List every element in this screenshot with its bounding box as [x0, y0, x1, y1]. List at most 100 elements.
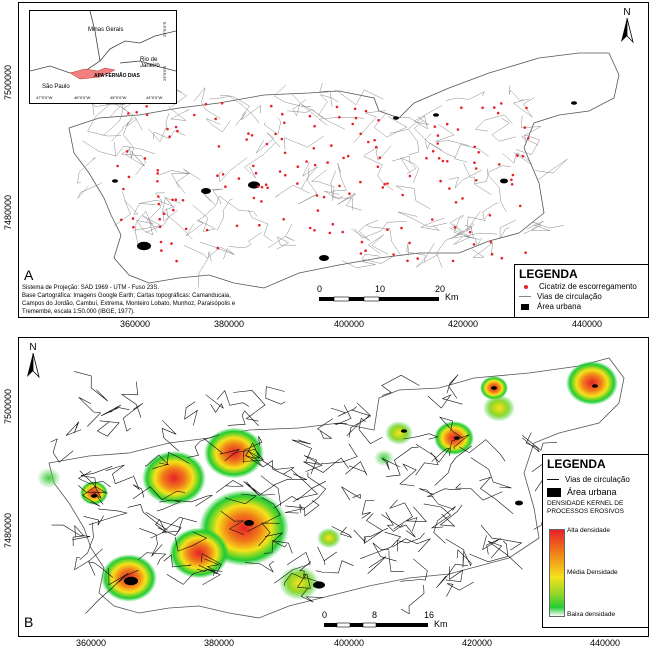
road-segment [235, 104, 262, 126]
road-segment [363, 145, 392, 161]
road-segment [242, 436, 263, 464]
scar-point [216, 246, 220, 250]
inset-label-sp: São Paulo [42, 84, 70, 90]
road-segment [51, 524, 91, 540]
legend-item-urban: Área urbana [547, 487, 647, 497]
note-line: Base Cartográfica: Imagens Google Earth;… [22, 293, 231, 299]
road-segment [216, 480, 245, 493]
urban-area [137, 241, 151, 251]
scar-point [235, 224, 239, 228]
north-arrow-b: N [23, 342, 43, 382]
road-segment [194, 87, 221, 120]
road-segment [88, 508, 128, 526]
road-segment [389, 129, 420, 155]
road-segment [259, 484, 282, 507]
scar-point [488, 214, 492, 217]
scar-point [477, 151, 481, 154]
road-segment [124, 200, 156, 215]
road-segment [271, 540, 293, 554]
urban-area [571, 101, 577, 105]
scar-point [175, 259, 178, 263]
road-segment [220, 510, 245, 535]
kernel-density-blob [37, 467, 61, 489]
road-segment [296, 573, 311, 589]
road-segment [285, 500, 320, 517]
scar-point [346, 154, 350, 158]
scar-point [220, 102, 224, 105]
scar-point [341, 230, 345, 234]
road-segment [88, 561, 114, 578]
road-segment [298, 167, 318, 205]
scar-point [281, 112, 284, 116]
scar-point [364, 249, 367, 252]
road-segment [520, 115, 541, 146]
scar-point [360, 240, 364, 244]
road-segment [80, 466, 113, 489]
scar-point [132, 225, 135, 229]
road-segment [345, 461, 368, 476]
scar-point [158, 225, 162, 229]
road-segment [203, 438, 240, 461]
road-segment [139, 196, 175, 209]
scar-point [373, 138, 376, 142]
road-segment [78, 397, 102, 427]
urban-area [401, 429, 407, 433]
road-segment [114, 145, 156, 157]
scar-point [157, 195, 160, 198]
urban-area [313, 581, 325, 589]
road-segment [453, 215, 474, 239]
road-segment [248, 209, 273, 242]
road-segment [199, 241, 235, 260]
scar-point [437, 157, 441, 160]
road-segment [459, 439, 506, 462]
inset-lon-tick: 47°0'0"W [36, 95, 53, 100]
kernel-density-blob [80, 481, 108, 505]
scar-point [247, 132, 250, 135]
road-segment [363, 155, 394, 191]
north-arrow-a: N [617, 7, 637, 47]
scar-point [274, 132, 277, 136]
scar-point [460, 106, 463, 109]
road-segment [197, 251, 212, 288]
road-segment [358, 417, 383, 444]
road-segment [233, 390, 266, 422]
scar-point [145, 113, 149, 117]
note-line: Campos do Jordão, Cambuí, Extrema, Monte… [22, 301, 236, 307]
road-segment [415, 243, 439, 268]
scar-point [127, 175, 131, 179]
scar-point [252, 164, 255, 168]
road-segment [198, 553, 222, 575]
road-segment [209, 95, 250, 116]
scar-point [166, 127, 169, 131]
projection-note: Sistema de Projeção: SAD 1969 - UTM - Fu… [22, 284, 312, 316]
road-segment [299, 561, 322, 583]
road-segment [224, 493, 257, 505]
scale-label: 0 [322, 610, 328, 620]
scar-point [250, 134, 254, 137]
scale-label: 20 [435, 284, 446, 294]
road-segment [360, 531, 402, 559]
scar-point [461, 197, 464, 200]
inset-lat-tick: 22°0'0"S [162, 21, 167, 37]
legend-b: LEGENDA Vias de circulação Área urbana D… [542, 454, 648, 628]
road-segment [122, 403, 143, 432]
scar-point [284, 173, 287, 177]
inset-lon-tick: 46°0'0"W [74, 95, 91, 100]
road-segment [228, 232, 262, 249]
road-segment [413, 120, 456, 158]
scar-point [260, 200, 263, 203]
road-segment [403, 433, 439, 440]
road-segment [522, 432, 540, 453]
road-segment [235, 449, 264, 466]
coord-x-b: 380000 [204, 638, 235, 648]
coord-y-b: 7480000 [3, 512, 13, 548]
scar-point [158, 217, 161, 221]
road-segment [275, 185, 310, 198]
legend-label: Área urbana [567, 487, 617, 497]
scar-point [254, 171, 258, 175]
road-segment [351, 219, 379, 242]
road-segment [491, 117, 516, 142]
scar-point [156, 180, 159, 183]
road-segment [283, 572, 306, 586]
urban-area [201, 188, 211, 194]
